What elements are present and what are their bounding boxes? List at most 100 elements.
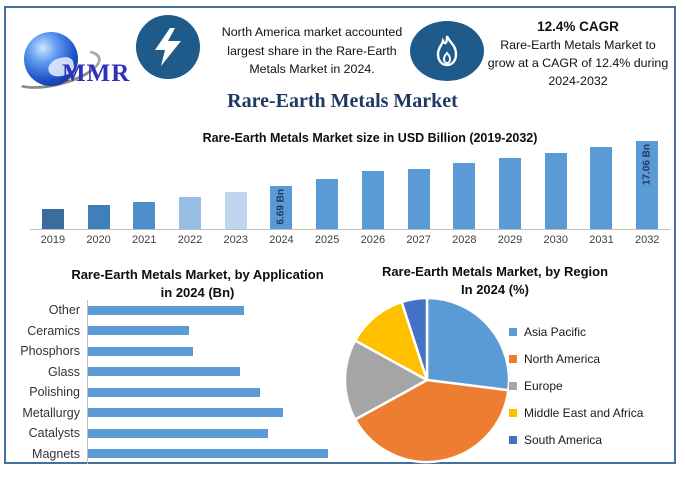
application-bar-ceramics (88, 326, 189, 336)
legend-item-middle-east-and-africa: Middle East and Africa (509, 399, 643, 426)
bar-2024: 6.69 Bn (270, 186, 293, 229)
legend-item-south-america: South America (509, 426, 643, 453)
x-tick-2031: 2031 (589, 234, 614, 246)
infographic-frame (4, 6, 676, 464)
mmr-logo: MMR (7, 12, 136, 97)
x-tick-2027: 2027 (406, 234, 431, 246)
page-title: Rare-Earth Metals Market (227, 90, 458, 112)
region-pie-chart (343, 296, 511, 464)
application-label: Phosphors (20, 344, 80, 359)
flame-icon (410, 21, 484, 81)
pie-legend: Asia Pacific North America Europe Middle Ea… (509, 318, 643, 453)
application-row-metallurgy: Metallurgy (10, 402, 340, 423)
x-axis-labels: 2019 2020 2021 2022 2023 2024 2025 2026 2027 2028… (30, 230, 670, 246)
application-row-other: Other (10, 300, 340, 321)
pie-slice-asia-pacific (425, 296, 511, 392)
x-tick-2019: 2019 (40, 234, 66, 246)
bar-2020 (87, 205, 110, 229)
bar-2031 (590, 147, 613, 229)
bar-2027 (407, 169, 430, 229)
application-bar-magnets (88, 449, 328, 459)
x-tick-2024: 2024 (269, 234, 294, 246)
market-size-chart-title: Rare-Earth Metals Market size in USD Bil… (202, 131, 538, 145)
x-tick-2029: 2029 (497, 234, 523, 246)
bar-2030 (544, 153, 567, 229)
application-label: Ceramics (27, 323, 80, 338)
pie-slice-europe (343, 339, 429, 421)
legend-swatch (509, 381, 517, 390)
x-tick-2032: 2032 (634, 234, 660, 246)
legend-label: North America (524, 351, 601, 366)
application-bar-catalysts (88, 428, 268, 438)
bar-2019 (41, 209, 64, 229)
note-line: Metals Market in 2024. (249, 62, 375, 76)
application-bar-metallurgy (88, 408, 283, 418)
legend-label: Middle East and Africa (524, 405, 644, 420)
legend-item-asia-pacific: Asia Pacific (509, 318, 643, 345)
bar-data-label-2032: 17.06 Bn (641, 144, 653, 186)
application-row-glass: Glass (10, 361, 340, 382)
cagr-note: 12.4% CAGR Rare-Earth Metals Market to g… (478, 17, 678, 90)
x-tick-2023: 2023 (223, 234, 248, 246)
cagr-value: 12.4% CAGR (537, 19, 619, 34)
note-line: 2024-2032 (548, 74, 608, 88)
north-america-note: North America market accounted largest s… (200, 23, 424, 79)
logo-text: MMR (62, 60, 131, 87)
market-size-bar-chart: 6.69 Bn 17.06 Bn 2019 2020 2021 2022 2023 2024… (30, 138, 670, 246)
application-label: Metallurgy (22, 405, 80, 420)
bar-2021 (133, 202, 156, 229)
application-bar-phosphors (88, 346, 193, 356)
legend-swatch (509, 354, 517, 363)
bar-2025 (316, 179, 339, 229)
legend-item-north-america: North America (509, 345, 643, 372)
application-label: Polishing (29, 385, 80, 400)
application-label: Magnets (32, 446, 80, 461)
note-line: Rare-Earth Metals Market to (500, 38, 656, 52)
pie-slice-south-america (400, 296, 429, 382)
note-line: grow at a CAGR of 12.4% during (487, 56, 669, 70)
lightning-icon (136, 15, 200, 79)
application-chart-title: Rare-Earth Metals Market, by Application… (71, 267, 324, 300)
legend-label: Asia Pacific (524, 324, 587, 339)
globe-icon (24, 32, 78, 86)
x-tick-2021: 2021 (132, 234, 157, 246)
x-tick-2030: 2030 (543, 234, 568, 246)
x-tick-2028: 2028 (452, 234, 477, 246)
legend-label: South America (524, 432, 603, 447)
bar-2032: 17.06 Bn (636, 141, 659, 229)
application-bar-other (88, 305, 244, 315)
bar-2023 (224, 192, 247, 229)
legend-swatch (509, 327, 517, 336)
application-row-ceramics: Ceramics (10, 320, 340, 341)
application-row-magnets: Magnets (10, 443, 340, 464)
region-chart-title: Rare-Earth Metals Market, by Region In 2… (381, 264, 609, 297)
x-axis-line (30, 229, 670, 230)
bar-2022 (179, 197, 202, 229)
application-row-catalysts: Catalysts (10, 423, 340, 444)
legend-swatch (509, 408, 517, 417)
x-tick-2020: 2020 (86, 234, 111, 246)
application-label: Catalysts (28, 426, 80, 441)
application-bar-glass (88, 367, 240, 377)
x-tick-2026: 2026 (360, 234, 386, 246)
bar-data-label-2024: 6.69 Bn (275, 189, 287, 225)
bar-series: 6.69 Bn 17.06 Bn (30, 138, 670, 229)
x-tick-2022: 2022 (177, 234, 203, 246)
bar-2029 (499, 158, 522, 229)
application-bar-polishing (88, 387, 260, 397)
note-line: largest share in the Rare-Earth (227, 43, 397, 58)
application-bar-chart: Other Ceramics Phosphors Glass Polishing Meta… (10, 300, 340, 464)
application-row-phosphors: Phosphors (10, 341, 340, 362)
application-label: Glass (48, 364, 80, 379)
legend-swatch (509, 435, 517, 444)
application-row-polishing: Polishing (10, 382, 340, 403)
bar-2028 (453, 163, 476, 229)
pie-slice-north-america (353, 378, 510, 464)
x-tick-2025: 2025 (314, 234, 340, 246)
bar-2026 (361, 171, 384, 229)
note-line: North America market accounted (221, 25, 403, 39)
legend-item-europe: Europe (509, 372, 643, 399)
legend-label: Europe (524, 378, 563, 393)
application-label: Other (48, 303, 80, 318)
